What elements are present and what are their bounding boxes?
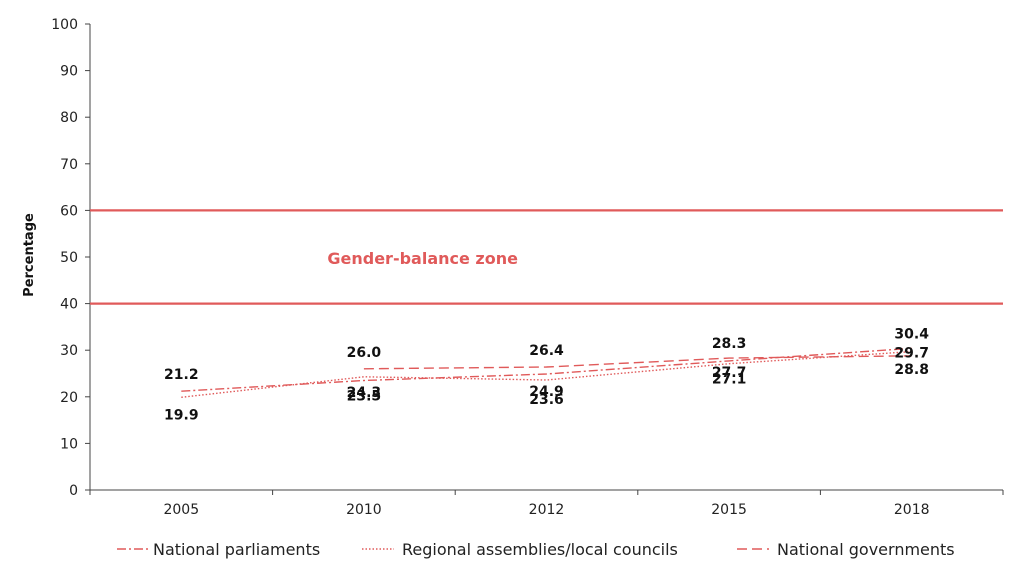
data-label-s2-2015: 27.1 (712, 372, 747, 388)
data-label-s3-2018: 28.8 (894, 362, 929, 378)
plot-area (89, 24, 1003, 491)
y-tick-label: 90 (60, 64, 78, 80)
data-label-s2-2010: 24.3 (347, 385, 382, 401)
y-tick-label: 80 (60, 110, 78, 126)
data-label-s1-2012: 24.9 (529, 384, 564, 400)
legend-label-1: National parliaments (153, 540, 320, 559)
y-tick-label: 100 (51, 17, 78, 33)
data-label-s1-2015: 27.7 (712, 365, 747, 381)
y-tick-label: 70 (60, 157, 78, 173)
y-axis-label: Percentage (22, 213, 37, 297)
legend-label-3: National governments (777, 540, 955, 559)
data-label-s3-2012: 26.4 (529, 343, 564, 359)
series-line-1 (181, 347, 912, 392)
y-tick-label: 50 (60, 250, 78, 266)
data-label-s2-2005: 19.9 (164, 407, 199, 423)
x-tick-label: 2015 (711, 502, 747, 518)
y-tick-label: 30 (60, 343, 78, 359)
y-axis-ticks: 0 10 20 30 40 50 60 70 80 90 100 (51, 17, 90, 499)
data-label-s3-2010: 26.0 (347, 345, 382, 361)
data-label-s2-2012: 23.6 (529, 392, 564, 408)
x-tick-label: 2018 (894, 502, 930, 518)
y-tick-label: 0 (69, 483, 78, 499)
data-label-s1-2010: 23.5 (347, 388, 382, 404)
x-axis-ticks: 2005 2010 2012 2015 2018 (89, 490, 1004, 518)
y-tick-label: 20 (60, 390, 78, 406)
x-tick-label: 2010 (346, 502, 382, 518)
data-labels: 21.2 23.5 24.9 27.7 30.4 19.9 24.3 23.6 27.1 29.7… (164, 326, 929, 423)
x-tick-label: 2005 (163, 502, 199, 518)
series-line-3 (363, 355, 912, 370)
data-label-s1-2005: 21.2 (164, 367, 199, 383)
x-tick-label: 2012 (529, 502, 565, 518)
gender-balance-zone: Gender-balance zone (90, 209, 1003, 305)
data-label-s2-2018: 29.7 (894, 346, 929, 362)
legend: National parliaments Regional assemblies/… (117, 540, 955, 559)
zone-label: Gender-balance zone (327, 249, 518, 268)
y-tick-label: 60 (60, 203, 78, 219)
y-tick-label: 10 (60, 436, 78, 452)
data-label-s3-2015: 28.3 (712, 336, 747, 352)
series-lines (181, 347, 912, 398)
data-label-s1-2018: 30.4 (894, 326, 929, 342)
y-tick-label: 40 (60, 297, 78, 313)
legend-label-2: Regional assemblies/local councils (402, 540, 678, 559)
